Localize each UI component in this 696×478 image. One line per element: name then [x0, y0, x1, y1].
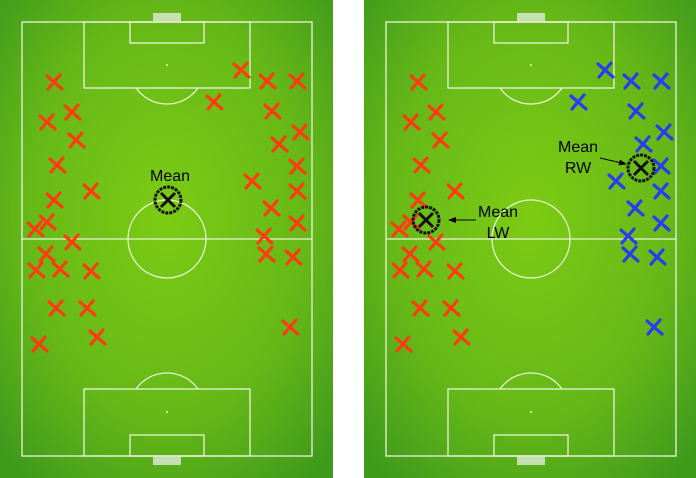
left-winger-x-cross-icon — [45, 73, 64, 91]
right-winger-x-cross-icon — [263, 102, 282, 120]
bottom-penalty-spot — [530, 411, 532, 413]
left-winger-x-cross-icon — [82, 262, 101, 280]
left-winger-x-cross-icon — [427, 233, 446, 251]
left-winger-x-cross-icon — [415, 260, 434, 278]
mean-rw-circled-x-icon — [626, 153, 656, 183]
left-winger-x-cross-icon — [30, 335, 49, 353]
center-circle — [491, 199, 571, 279]
top-penalty-spot — [530, 64, 532, 66]
mean-label: Mean — [150, 168, 190, 185]
left-winger-x-cross-icon — [390, 220, 409, 238]
top-penalty-arc — [135, 87, 199, 105]
bottom-penalty-arc — [135, 372, 199, 390]
goal-net-icon — [153, 456, 181, 465]
right-winger-x-cross-icon — [607, 172, 626, 190]
right-winger-x-cross-icon — [281, 318, 300, 336]
pitch-1 — [0, 0, 333, 478]
right-winger-x-cross-icon — [205, 93, 224, 111]
right-winger-x-cross-icon — [288, 214, 307, 232]
left-winger-x-cross-icon — [26, 220, 45, 238]
bottom-penalty-arc — [499, 372, 563, 390]
mean-rw-label-line2: RW — [565, 160, 592, 177]
bottom-penalty-spot — [166, 411, 168, 413]
left-winger-x-cross-icon — [63, 103, 82, 121]
mean-circled-x-icon — [153, 185, 183, 215]
right-winger-x-cross-icon — [291, 123, 310, 141]
right-winger-x-cross-icon — [288, 157, 307, 175]
right-winger-x-cross-icon — [655, 123, 674, 141]
left-winger-x-cross-icon — [82, 182, 101, 200]
left-winger-x-cross-icon — [402, 113, 421, 131]
right-winger-x-cross-icon — [627, 102, 646, 120]
right-winger-x-cross-icon — [621, 245, 640, 263]
right-winger-x-cross-icon — [652, 157, 671, 175]
left-winger-x-cross-icon — [427, 103, 446, 121]
goal-net-icon — [517, 13, 545, 22]
left-winger-x-cross-icon — [446, 182, 465, 200]
left-winger-x-cross-icon — [38, 213, 57, 231]
right-winger-x-cross-icon — [645, 318, 664, 336]
left-winger-x-cross-icon — [67, 131, 86, 149]
top-penalty-spot — [166, 64, 168, 66]
mean-rw-label-line1: Mean — [558, 139, 598, 156]
left-winger-x-cross-icon — [37, 245, 56, 263]
left-winger-x-cross-icon — [409, 73, 428, 91]
right-winger-x-cross-icon — [258, 72, 277, 90]
left-winger-x-cross-icon — [431, 131, 450, 149]
right-winger-x-cross-icon — [622, 72, 641, 90]
right-winger-x-cross-icon — [232, 61, 251, 79]
left-winger-x-cross-icon — [412, 156, 431, 174]
right-winger-x-cross-icon — [262, 199, 281, 217]
right-winger-x-cross-icon — [257, 245, 276, 263]
left-winger-x-cross-icon — [394, 335, 413, 353]
left-winger-x-cross-icon — [51, 260, 70, 278]
right-winger-x-cross-icon — [652, 182, 671, 200]
mean-lw-circled-x-icon — [411, 205, 441, 235]
right-winger-x-cross-icon — [652, 214, 671, 232]
mean-lw-label-line1: Mean — [478, 204, 518, 221]
goal-net-icon — [153, 13, 181, 22]
left-winger-x-cross-icon — [47, 299, 66, 317]
mean-rw-arrow — [599, 157, 627, 166]
right-winger-x-cross-icon — [652, 72, 671, 90]
left-winger-x-cross-icon — [401, 245, 420, 263]
goal-net-icon — [517, 456, 545, 465]
right-winger-x-cross-icon — [243, 172, 262, 190]
left-winger-x-cross-icon — [452, 328, 471, 346]
left-winger-x-cross-icon — [78, 299, 97, 317]
left-winger-x-cross-icon — [63, 233, 82, 251]
right-winger-x-cross-icon — [634, 135, 653, 153]
left-winger-x-cross-icon — [446, 262, 465, 280]
right-winger-x-cross-icon — [648, 248, 667, 266]
right-winger-x-cross-icon — [619, 227, 638, 245]
left-winger-x-cross-icon — [442, 299, 461, 317]
right-winger-x-cross-icon — [284, 248, 303, 266]
left-winger-x-cross-icon — [48, 156, 67, 174]
mean-lw-label-line2: LW — [487, 225, 511, 242]
left-winger-x-cross-icon — [27, 261, 46, 279]
right-winger-x-cross-icon — [288, 182, 307, 200]
pitch-2 — [364, 0, 696, 478]
right-winger-x-cross-icon — [569, 93, 588, 111]
top-penalty-arc — [499, 87, 563, 105]
right-winger-x-cross-icon — [270, 135, 289, 153]
right-winger-x-cross-icon — [626, 199, 645, 217]
right-winger-x-cross-icon — [596, 61, 615, 79]
right-winger-x-cross-icon — [288, 72, 307, 90]
right-winger-x-cross-icon — [255, 227, 274, 245]
left-winger-x-cross-icon — [88, 328, 107, 346]
left-winger-x-cross-icon — [391, 261, 410, 279]
left-winger-x-cross-icon — [411, 299, 430, 317]
left-winger-x-cross-icon — [409, 191, 428, 209]
left-winger-x-cross-icon — [38, 113, 57, 131]
left-winger-x-cross-icon — [45, 191, 64, 209]
